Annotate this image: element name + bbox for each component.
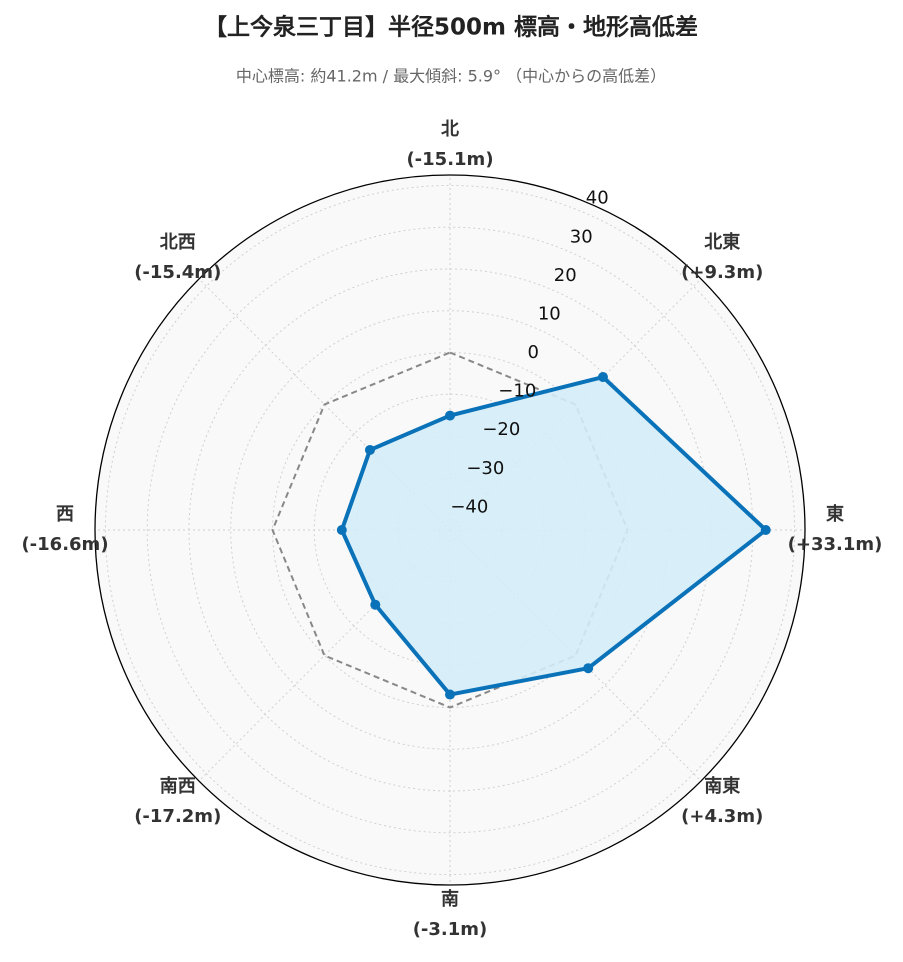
data-point xyxy=(364,444,375,455)
category-label: 東 xyxy=(826,503,844,525)
category-label: 南東 xyxy=(704,775,740,797)
spoke xyxy=(198,529,451,782)
category-label: 北 xyxy=(441,119,459,140)
r-tick-label: 20 xyxy=(554,265,577,286)
data-point xyxy=(445,410,455,421)
r-tick-label: 30 xyxy=(570,226,593,247)
category-label: 西 xyxy=(56,504,74,525)
value-label: (-17.2m) xyxy=(134,806,221,827)
value-label: (+33.1m) xyxy=(788,534,883,555)
marks xyxy=(271,351,771,709)
data-point xyxy=(336,525,347,535)
r-tick-label: −30 xyxy=(466,458,504,479)
value-label: (-16.6m) xyxy=(21,534,108,555)
category-label: 北西 xyxy=(160,232,196,253)
labels: −40 −30 −20 −10 0 10 20 30 40 北 (-15.1m) 北東 (+9.3m) 東… xyxy=(21,119,882,940)
category-label: 南西 xyxy=(160,775,196,797)
data-point xyxy=(445,689,455,700)
data-point xyxy=(370,599,381,610)
value-label: (-15.1m) xyxy=(406,149,493,170)
r-tick-label: −10 xyxy=(498,381,536,402)
chart-title: 【上今泉三丁目】半径500m 標高・地形高低差 xyxy=(204,14,698,41)
spoke xyxy=(198,278,451,531)
data-point xyxy=(760,525,771,535)
r-tick-label: 0 xyxy=(528,342,539,363)
category-label: 南 xyxy=(441,888,459,910)
spoke xyxy=(449,278,702,531)
r-tick-label: 10 xyxy=(538,303,561,324)
grid-circle xyxy=(104,184,796,876)
value-label: (+4.3m) xyxy=(681,806,763,827)
r-tick-label: −40 xyxy=(450,496,488,517)
plot-border xyxy=(94,174,806,886)
r-tick-label: −20 xyxy=(482,419,520,440)
chart-subtitle: 中心標高: 約41.2m / 最大傾斜: 5.9° （中心からの高低差） xyxy=(236,67,666,86)
value-label: (+9.3m) xyxy=(681,262,763,283)
value-label: (-3.1m) xyxy=(413,919,488,940)
spoke xyxy=(449,529,702,782)
value-label: (-15.4m) xyxy=(134,262,221,283)
r-tick-label: 40 xyxy=(586,188,609,209)
data-point xyxy=(597,372,608,383)
category-label: 北東 xyxy=(704,231,740,253)
data-point xyxy=(583,663,594,674)
